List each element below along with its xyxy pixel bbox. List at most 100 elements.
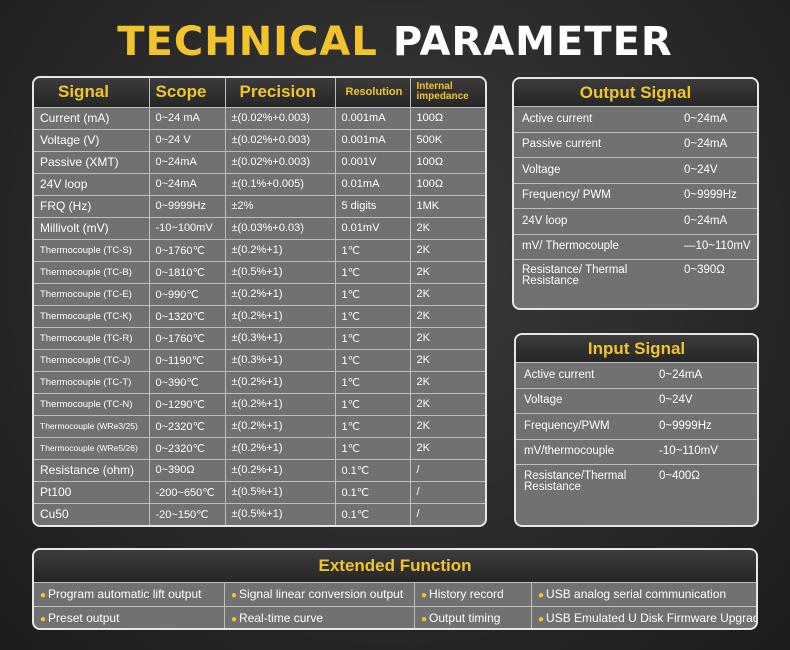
signal-range: 0~24mA bbox=[676, 208, 757, 234]
impedance-cell: 2K bbox=[410, 238, 485, 261]
signal-name: Frequency/PWM bbox=[516, 413, 651, 439]
table-row: Thermocouple (TC-N) 0~1290℃ ±(0.2%+1) 1℃ 2K bbox=[34, 392, 485, 415]
signal-cell: Current (mA) bbox=[34, 106, 150, 129]
signal-name: Active current bbox=[516, 362, 651, 388]
signal-name: mV/ Thermocouple bbox=[514, 233, 676, 260]
signal-range: 0~9999Hz bbox=[651, 413, 757, 439]
precision-cell: ±(0.2%+1) bbox=[225, 414, 336, 437]
extended-function-row: ● Preset output ● Real-time curve ● Output … bbox=[34, 606, 756, 628]
signal-row: Voltage 0~24V bbox=[516, 387, 757, 414]
signal-range: -10~110mV bbox=[651, 438, 757, 465]
signal-cell: Thermocouple (TC-K) bbox=[34, 304, 150, 327]
scope-cell: -20~150℃ bbox=[149, 502, 226, 525]
precision-cell: ±(0.2%+1) bbox=[225, 370, 336, 393]
table-row: Cu50 -20~150℃ ±(0.5%+1) 0.1℃ / bbox=[34, 502, 485, 525]
feature-item: ● Program automatic lift output bbox=[40, 587, 202, 601]
table-row: Thermocouple (TC-B) 0~1810℃ ±(0.5%+1) 1℃ 2K bbox=[34, 260, 485, 283]
table-row: Thermocouple (TC-T) 0~390℃ ±(0.2%+1) 1℃ 2K bbox=[34, 370, 485, 393]
bullet-dot-icon: ● bbox=[231, 590, 238, 601]
signal-cell: Voltage (V) bbox=[34, 128, 150, 151]
impedance-cell: 2K bbox=[410, 304, 485, 327]
signal-name: Frequency/ PWM bbox=[514, 182, 676, 209]
table-row: Millivolt (mV) -10~100mV ±(0.03%+0.03) 0.01… bbox=[34, 216, 485, 239]
precision-cell: ±(0.3%+1) bbox=[225, 326, 336, 349]
impedance-cell: 2K bbox=[410, 414, 485, 437]
signal-cell: Cu50 bbox=[34, 502, 150, 525]
table-row: Current (mA) 0~24 mA ±(0.02%+0.003) 0.001mA… bbox=[34, 106, 485, 129]
signal-name: Resistance/Thermal Resistance bbox=[516, 464, 651, 503]
bullet-dot-icon: ● bbox=[538, 614, 545, 625]
scope-cell: 0~390℃ bbox=[149, 370, 226, 393]
signal-row: Resistance/ Thermal Resistance 0~390Ω bbox=[514, 259, 757, 298]
signal-row: Frequency/ PWM 0~9999Hz bbox=[514, 182, 757, 209]
scope-cell: 0~24mA bbox=[149, 172, 226, 195]
scope-cell: 0~2320℃ bbox=[149, 436, 226, 459]
resolution-cell: 1℃ bbox=[335, 282, 411, 305]
table-row: Thermocouple (WRe3/25) 0~2320℃ ±(0.2%+1) 1℃… bbox=[34, 414, 485, 437]
resolution-cell: 1℃ bbox=[335, 326, 411, 349]
scope-cell: 0~1320℃ bbox=[149, 304, 226, 327]
signal-range: 0~390Ω bbox=[676, 259, 757, 298]
signal-range: 0~24mA bbox=[676, 131, 757, 158]
scope-cell: 0~390Ω bbox=[149, 458, 226, 481]
signal-range: 0~24V bbox=[651, 387, 757, 414]
signal-name: Passive current bbox=[514, 131, 676, 158]
scope-cell: 0~1290℃ bbox=[149, 392, 226, 415]
precision-cell: ±(0.2%+1) bbox=[225, 458, 336, 481]
precision-cell: ±(0.2%+1) bbox=[225, 392, 336, 415]
signal-range: 0~24mA bbox=[676, 106, 757, 132]
scope-cell: 0~9999Hz bbox=[149, 194, 226, 217]
resolution-cell: 0.1℃ bbox=[335, 480, 411, 503]
signal-cell: Thermocouple (TC-B) bbox=[34, 260, 150, 283]
signal-row: Active current 0~24mA bbox=[516, 362, 757, 388]
scope-cell: 0~24 mA bbox=[149, 106, 226, 129]
column-header-scope: Scope bbox=[149, 78, 226, 107]
output-signal-title: Output Signal bbox=[514, 79, 757, 106]
table-row: Thermocouple (TC-K) 0~1320℃ ±(0.2%+1) 1℃ 2K bbox=[34, 304, 485, 327]
table-row: Passive (XMT) 0~24mA ±(0.02%+0.003) 0.001V 1… bbox=[34, 150, 485, 173]
feature-item: ● USB analog serial communication bbox=[531, 583, 756, 606]
feature-item: ● USB Emulated U Disk Firmware Upgrade bbox=[531, 607, 756, 628]
bullet-dot-icon: ● bbox=[231, 614, 238, 625]
signal-row: 24V loop 0~24mA bbox=[514, 208, 757, 234]
signal-cell: Resistance (ohm) bbox=[34, 458, 150, 481]
resolution-cell: 0.01mA bbox=[335, 172, 411, 195]
resolution-cell: 0.001mA bbox=[335, 128, 411, 151]
feature-item: ● Real-time curve bbox=[224, 607, 414, 628]
resolution-cell: 1℃ bbox=[335, 238, 411, 261]
signal-row: Resistance/Thermal Resistance 0~400Ω bbox=[516, 464, 757, 503]
table-row: Thermocouple (TC-R) 0~1760℃ ±(0.3%+1) 1℃ 2K bbox=[34, 326, 485, 349]
impedance-cell: / bbox=[410, 480, 485, 503]
signal-cell: Thermocouple (TC-T) bbox=[34, 370, 150, 393]
signal-cell: Thermocouple (TC-N) bbox=[34, 392, 150, 415]
scope-cell: -200~650℃ bbox=[149, 480, 226, 503]
impedance-cell: 2K bbox=[410, 436, 485, 459]
table-row: Thermocouple (TC-J) 0~1190℃ ±(0.3%+1) 1℃ 2K bbox=[34, 348, 485, 371]
impedance-cell: 500K bbox=[410, 128, 485, 151]
impedance-cell: 2K bbox=[410, 282, 485, 305]
table-row: Thermocouple (TC-E) 0~990℃ ±(0.2%+1) 1℃ 2K bbox=[34, 282, 485, 305]
extended-function-row: ● Program automatic lift output ● Signal l… bbox=[34, 582, 756, 606]
impedance-cell: 100Ω bbox=[410, 150, 485, 173]
signal-cell: 24V loop bbox=[34, 172, 150, 195]
input-signal-title: Input Signal bbox=[516, 335, 757, 362]
column-header-impedance: Internal impedance bbox=[410, 78, 485, 107]
column-header-precision: Precision bbox=[225, 78, 336, 107]
feature-item: ● Preset output bbox=[40, 611, 120, 625]
precision-cell: ±(0.2%+1) bbox=[225, 238, 336, 261]
signal-range: 0~24mA bbox=[651, 362, 757, 388]
signal-row: Voltage 0~24V bbox=[514, 157, 757, 183]
precision-cell: ±(0.02%+0.003) bbox=[225, 106, 336, 129]
resolution-cell: 1℃ bbox=[335, 370, 411, 393]
extended-function-panel: Extended Function ● Program automatic lif… bbox=[32, 548, 758, 630]
signal-name: Active current bbox=[514, 106, 676, 132]
scope-cell: 0~2320℃ bbox=[149, 414, 226, 437]
bullet-dot-icon: ● bbox=[421, 614, 428, 625]
resolution-cell: 1℃ bbox=[335, 348, 411, 371]
scope-cell: 0~24mA bbox=[149, 150, 226, 173]
feature-item: ● History record bbox=[414, 583, 531, 606]
signal-cell: Thermocouple (TC-J) bbox=[34, 348, 150, 371]
title-part-1: TECHNICAL bbox=[117, 19, 378, 65]
resolution-cell: 0.01mV bbox=[335, 216, 411, 239]
signal-cell: Pt100 bbox=[34, 480, 150, 503]
